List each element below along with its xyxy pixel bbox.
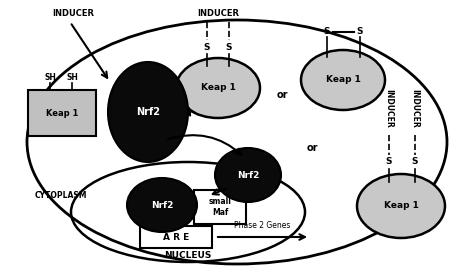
Text: SH: SH: [44, 73, 56, 83]
Text: Nrf2: Nrf2: [136, 107, 160, 117]
Text: CYTOPLASM: CYTOPLASM: [35, 190, 88, 199]
Text: S: S: [204, 42, 210, 52]
Bar: [28, 90, 96, 136]
Text: NUCLEUS: NUCLEUS: [164, 250, 212, 260]
Text: INDUCER: INDUCER: [410, 89, 419, 127]
Text: INDUCER: INDUCER: [52, 10, 94, 18]
Ellipse shape: [357, 174, 445, 238]
Text: Keap 1: Keap 1: [46, 108, 78, 117]
Ellipse shape: [176, 58, 260, 118]
Text: INDUCER: INDUCER: [197, 10, 239, 18]
Bar: [140, 226, 212, 248]
Bar: [194, 190, 246, 224]
Text: S: S: [226, 42, 232, 52]
Text: Nrf2: Nrf2: [151, 201, 173, 210]
Text: Phase 2 Genes: Phase 2 Genes: [234, 221, 290, 230]
Text: S: S: [412, 158, 418, 167]
Ellipse shape: [127, 178, 197, 232]
Text: or: or: [276, 90, 288, 100]
Ellipse shape: [215, 148, 281, 202]
Text: or: or: [306, 143, 318, 153]
Text: A R E: A R E: [163, 233, 189, 241]
Text: Keap 1: Keap 1: [201, 84, 236, 92]
Text: Nrf2: Nrf2: [237, 171, 259, 179]
Ellipse shape: [108, 62, 188, 162]
Text: INDUCER: INDUCER: [384, 89, 393, 127]
Text: S: S: [357, 28, 363, 37]
Text: SH: SH: [66, 73, 78, 83]
Ellipse shape: [301, 50, 385, 110]
Text: S: S: [386, 158, 392, 167]
Text: Keap 1: Keap 1: [383, 202, 419, 210]
Text: small
Maf: small Maf: [209, 197, 231, 217]
Text: Keap 1: Keap 1: [326, 76, 360, 84]
Text: S: S: [324, 28, 330, 37]
